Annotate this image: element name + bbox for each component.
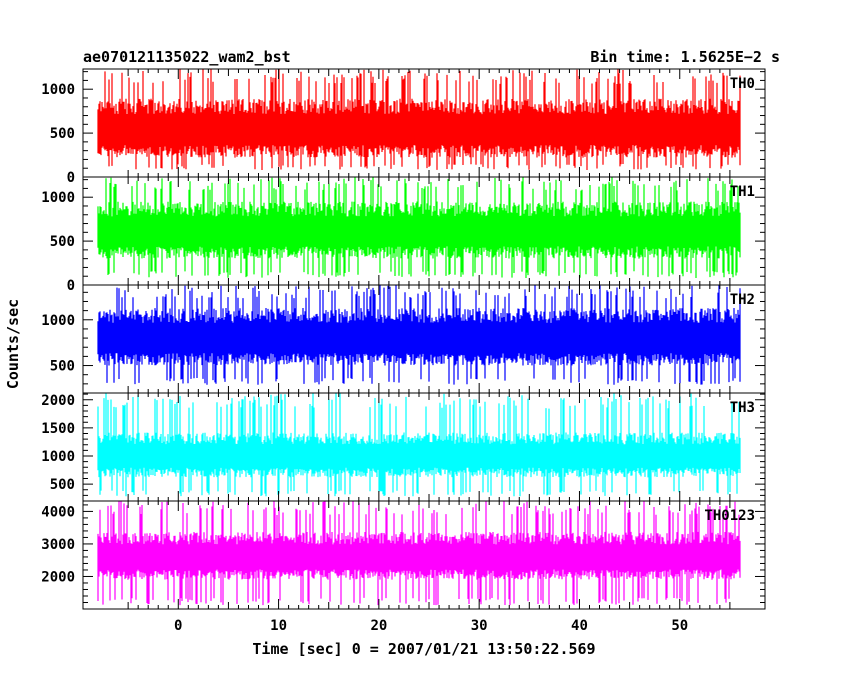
y-tick-label: 3000	[41, 537, 75, 553]
x-tick-label: 0	[174, 618, 182, 634]
y-tick-label: 1000	[41, 190, 75, 206]
trace-th0123	[97, 501, 741, 606]
y-tick-label: 500	[50, 234, 75, 250]
y-tick-label: 500	[50, 126, 75, 142]
x-axis-label: Time [sec] 0 = 2007/01/21 13:50:22.569	[252, 640, 595, 658]
trace-th1	[97, 177, 741, 278]
y-tick-label: 0	[67, 278, 75, 294]
trace-th0	[97, 69, 741, 170]
x-tick-label: 10	[270, 618, 287, 634]
y-tick-label: 1000	[41, 449, 75, 465]
x-tick-label: 20	[370, 618, 387, 634]
axis-ticks	[83, 69, 765, 610]
panel-label-th1: TH1	[730, 184, 755, 200]
trace-th3	[97, 393, 741, 497]
y-axis-label: Counts/sec	[4, 299, 22, 389]
panel-label-th3: TH3	[730, 400, 755, 416]
chart-title-left: ae070121135022_wam2_bst	[83, 48, 291, 66]
y-tick-label: 4000	[41, 504, 75, 520]
y-tick-label: 1500	[41, 421, 75, 437]
x-tick-label: 30	[471, 618, 488, 634]
panel-label-th0123: TH0123	[704, 508, 755, 524]
y-tick-label: 500	[50, 477, 75, 493]
panel-frame-th0123	[82, 500, 766, 610]
x-tick-label: 40	[571, 618, 588, 634]
axis-labels: TH005001000TH105001000TH25001000TH350010…	[41, 76, 755, 634]
trace-th2	[97, 285, 741, 385]
y-tick-label: 1000	[41, 82, 75, 98]
data-traces	[97, 69, 741, 606]
y-tick-label: 0	[67, 170, 75, 186]
y-tick-label: 2000	[41, 569, 75, 585]
y-tick-label: 2000	[41, 393, 75, 409]
x-tick-label: 50	[671, 618, 688, 634]
chart-title-right: Bin time: 1.5625E−2 s	[590, 48, 780, 66]
y-tick-label: 1000	[41, 313, 75, 329]
panel-label-th0: TH0	[730, 76, 755, 92]
panel-label-th2: TH2	[730, 292, 755, 308]
y-tick-label: 500	[50, 359, 75, 375]
panel-frames	[82, 68, 766, 610]
